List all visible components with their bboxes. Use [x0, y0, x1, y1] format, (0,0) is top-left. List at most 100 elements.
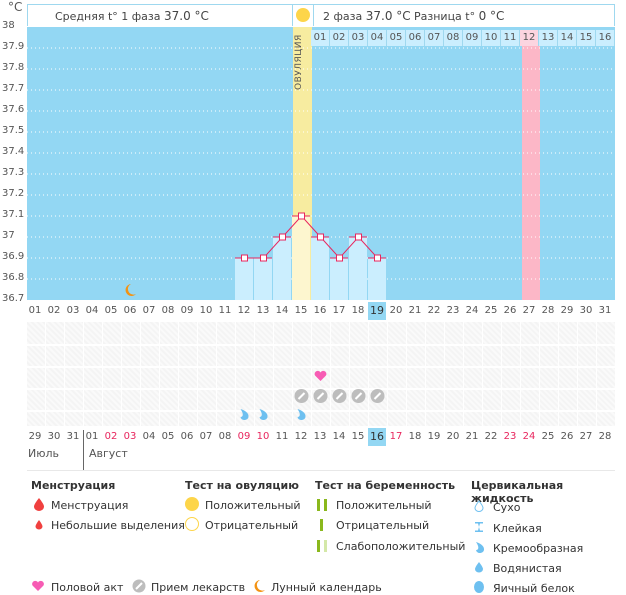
- x-tick-label[interactable]: 23: [446, 305, 460, 316]
- cervical-creamy-icon[interactable]: [259, 409, 268, 421]
- calendar-date[interactable]: 01: [85, 431, 99, 442]
- legend-medication: Прием лекарств: [151, 581, 246, 594]
- x-tick-label[interactable]: 28: [541, 305, 555, 316]
- calendar-date[interactable]: 04: [142, 431, 156, 442]
- calendar-date[interactable]: 08: [218, 431, 232, 442]
- diff-label: Разница t° 0 °C: [414, 9, 505, 23]
- legend-menstruation: Менструация: [51, 499, 129, 512]
- x-tick-label[interactable]: 30: [579, 305, 593, 316]
- calendar-date[interactable]: 21: [465, 431, 479, 442]
- calendar-date[interactable]: 22: [484, 431, 498, 442]
- calendar-gridline: [159, 322, 160, 426]
- x-tick-label[interactable]: 15: [294, 305, 308, 316]
- temperature-point[interactable]: [241, 254, 248, 262]
- x-tick-label[interactable]: 01: [28, 305, 42, 316]
- cervical-creamy-icon[interactable]: [297, 409, 306, 421]
- calendar-date[interactable]: 26: [560, 431, 574, 442]
- calendar-date[interactable]: 27: [579, 431, 593, 442]
- x-tick-label[interactable]: 26: [503, 305, 517, 316]
- x-tick-label[interactable]: 11: [218, 305, 232, 316]
- medication-pill-icon[interactable]: [370, 389, 385, 403]
- x-tick-label[interactable]: 08: [161, 305, 175, 316]
- legend-cervical-title: Цервикальная жидкость: [471, 479, 564, 505]
- calendar-gridline: [102, 322, 103, 426]
- medication-pill-icon[interactable]: [294, 389, 309, 403]
- temperature-point[interactable]: [374, 254, 381, 262]
- cycle-day-cell: 01: [311, 30, 330, 46]
- calendar-date[interactable]: 31: [66, 431, 80, 442]
- calendar-gridline: [520, 322, 521, 426]
- x-tick-label[interactable]: 18: [351, 305, 365, 316]
- x-tick-label[interactable]: 06: [123, 305, 137, 316]
- medication-pill-icon[interactable]: [313, 389, 328, 403]
- temperature-bar: [254, 258, 272, 300]
- legend-cervical-creamy: Кремообразная: [493, 542, 584, 555]
- x-tick-label[interactable]: 03: [66, 305, 80, 316]
- calendar-date[interactable]: 20: [446, 431, 460, 442]
- calendar-date[interactable]: 07: [199, 431, 213, 442]
- y-tick-label: 36.9: [2, 251, 25, 262]
- x-tick-label[interactable]: 04: [85, 305, 99, 316]
- x-tick-label[interactable]: 20: [389, 305, 403, 316]
- calendar-date[interactable]: 29: [28, 431, 42, 442]
- calendar-date[interactable]: 02: [104, 431, 118, 442]
- x-tick-label[interactable]: 27: [522, 305, 536, 316]
- x-tick-label[interactable]: 21: [408, 305, 422, 316]
- x-tick-label[interactable]: 09: [180, 305, 194, 316]
- x-tick-label[interactable]: 12: [237, 305, 251, 316]
- pregnancy-faint-icon-bar2: [324, 540, 327, 552]
- legend-spotting: Небольшие выделения: [51, 519, 185, 532]
- calendar-date[interactable]: 11: [275, 431, 289, 442]
- medication-pill-icon[interactable]: [351, 389, 366, 403]
- calendar-gridline: [387, 322, 388, 426]
- temperature-point[interactable]: [355, 233, 362, 241]
- medication-pill-icon[interactable]: [332, 389, 347, 403]
- y-tick-label: 36.8: [2, 272, 25, 283]
- x-tick-label[interactable]: 17: [332, 305, 346, 316]
- calendar-date[interactable]: 09: [237, 431, 251, 442]
- calendar-date[interactable]: 14: [332, 431, 346, 442]
- intercourse-heart-icon[interactable]: [314, 370, 327, 381]
- y-tick-label: 37.8: [2, 62, 25, 73]
- calendar-date[interactable]: 19: [427, 431, 441, 442]
- temperature-point[interactable]: [298, 212, 305, 220]
- calendar-date[interactable]: 15: [351, 431, 365, 442]
- x-tick-label[interactable]: 05: [104, 305, 118, 316]
- temperature-point[interactable]: [317, 233, 324, 241]
- cervical-creamy-icon[interactable]: [240, 409, 249, 421]
- calendar-date[interactable]: 17: [389, 431, 403, 442]
- x-tick-label[interactable]: 10: [199, 305, 213, 316]
- temperature-bar: [368, 258, 386, 300]
- x-tick-label[interactable]: 22: [427, 305, 441, 316]
- calendar-gridline: [368, 322, 369, 426]
- x-tick-label[interactable]: 25: [484, 305, 498, 316]
- calendar-gridline: [577, 322, 578, 426]
- calendar-date[interactable]: 03: [123, 431, 137, 442]
- temperature-point[interactable]: [336, 254, 343, 262]
- temperature-point[interactable]: [279, 233, 286, 241]
- calendar-date[interactable]: 13: [313, 431, 327, 442]
- x-tick-label[interactable]: 31: [598, 305, 612, 316]
- x-tick-label[interactable]: 24: [465, 305, 479, 316]
- x-tick-label[interactable]: 07: [142, 305, 156, 316]
- x-tick-label[interactable]: 29: [560, 305, 574, 316]
- calendar-date[interactable]: 18: [408, 431, 422, 442]
- cervical-sticky-icon: [475, 522, 483, 532]
- calendar-date[interactable]: 05: [161, 431, 175, 442]
- x-tick-label[interactable]: 16: [313, 305, 327, 316]
- x-tick-label[interactable]: 02: [47, 305, 61, 316]
- calendar-date[interactable]: 23: [503, 431, 517, 442]
- calendar-date[interactable]: 28: [598, 431, 612, 442]
- calendar-date[interactable]: 30: [47, 431, 61, 442]
- calendar-date[interactable]: 25: [541, 431, 555, 442]
- x-tick-label[interactable]: 14: [275, 305, 289, 316]
- temperature-bar: [292, 216, 310, 300]
- calendar-date[interactable]: 16: [368, 428, 386, 446]
- calendar-date[interactable]: 10: [256, 431, 270, 442]
- calendar-date[interactable]: 12: [294, 431, 308, 442]
- calendar-date[interactable]: 06: [180, 431, 194, 442]
- x-tick-label[interactable]: 19: [368, 302, 386, 320]
- x-tick-label[interactable]: 13: [256, 305, 270, 316]
- temperature-point[interactable]: [260, 254, 267, 262]
- calendar-date[interactable]: 24: [522, 431, 536, 442]
